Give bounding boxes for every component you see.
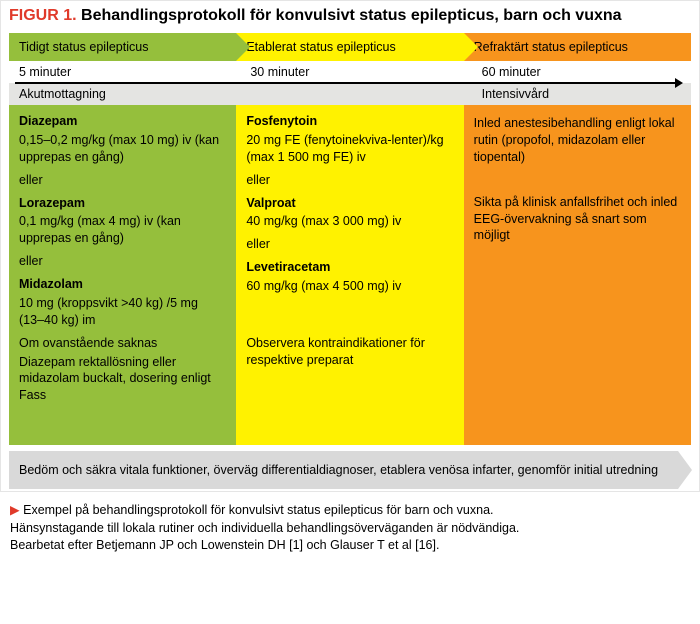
time-5min: 5 minuter — [9, 65, 228, 79]
drug-valproate: Valproat — [246, 195, 453, 212]
stage-early-label: Tidigt status epilepticus — [19, 40, 148, 54]
assess-bar: Bedöm och säkra vitala funktioner, överv… — [9, 451, 691, 489]
time-60min: 60 minuter — [460, 65, 691, 79]
setting-er: Akutmottagning — [9, 87, 228, 101]
dose-lorazepam: 0,1 mg/kg (max 4 mg) iv (kan upprepas en… — [19, 213, 226, 247]
drug-diazepam: Diazepam — [19, 113, 226, 130]
dose-diazepam: 0,15–0,2 mg/kg (max 10 mg) iv (kan uppre… — [19, 132, 226, 166]
assess-text: Bedöm och säkra vitala funktioner, överv… — [9, 463, 691, 477]
time-30min: 30 minuter — [228, 65, 459, 79]
note-missing: Om ovanstående saknas — [19, 335, 226, 352]
time-row: 5 minuter 30 minuter 60 minuter — [9, 61, 691, 83]
caption: ▶ Exempel på behandlingsprotokoll för ko… — [10, 502, 690, 555]
note-rectal: Diazepam rektallösning eller midazolam b… — [19, 354, 226, 405]
dose-levetiracetam: 60 mg/kg (max 4 500 mg) iv — [246, 278, 453, 295]
column-early: Diazepam 0,15–0,2 mg/kg (max 10 mg) iv (… — [9, 105, 236, 445]
caption-line1: Exempel på behandlingsprotokoll för konv… — [23, 503, 493, 517]
dose-midazolam: 10 mg (kroppsvikt >40 kg) /5 mg (13–40 k… — [19, 295, 226, 329]
caption-line2: Hänsynstagande till lokala rutiner och i… — [10, 521, 519, 535]
stage-early: Tidigt status epilepticus — [9, 33, 236, 61]
figure: FIGUR 1. Behandlingsprotokoll för konvul… — [0, 0, 700, 492]
or-1b: eller — [246, 172, 453, 189]
note-contra: Observera kontraindikationer för respekt… — [246, 335, 453, 369]
content-row: Diazepam 0,15–0,2 mg/kg (max 10 mg) iv (… — [9, 105, 691, 445]
figure-title-text: Behandlingsprotokoll för konvulsivt stat… — [81, 7, 622, 24]
setting-icu: Intensivvård — [460, 87, 691, 101]
stage-refractory-label: Refraktärt status epilepticus — [474, 40, 628, 54]
stage-refractory: Refraktärt status epilepticus — [464, 33, 691, 61]
text-anesthesia: Inled anestesibehandling enligt lokal ru… — [474, 115, 681, 166]
caption-line3: Bearbetat efter Betjemann JP och Lowenst… — [10, 538, 439, 552]
column-established: Fosfenytoin 20 mg FE (fenytoinekviva-len… — [236, 105, 463, 445]
or-2a: eller — [19, 253, 226, 270]
drug-lorazepam: Lorazepam — [19, 195, 226, 212]
figure-label: FIGUR 1. — [9, 7, 77, 24]
stage-established: Etablerat status epilepticus — [236, 33, 463, 61]
figure-title: FIGUR 1. Behandlingsprotokoll för konvul… — [9, 7, 691, 25]
setting-row: Akutmottagning Intensivvård — [9, 83, 691, 105]
dose-valproate: 40 mg/kg (max 3 000 mg) iv — [246, 213, 453, 230]
timeline-arrow — [15, 82, 681, 84]
dose-fosphenytoin: 20 mg FE (fenytoinekviva-lenter)/kg (max… — [246, 132, 453, 166]
caption-triangle-icon: ▶ — [10, 503, 20, 517]
drug-levetiracetam: Levetiracetam — [246, 259, 453, 276]
stage-header: Tidigt status epilepticus Etablerat stat… — [9, 33, 691, 61]
or-1a: eller — [19, 172, 226, 189]
column-refractory: Inled anestesibehandling enligt lokal ru… — [464, 105, 691, 445]
stage-established-label: Etablerat status epilepticus — [246, 40, 395, 54]
text-eeg: Sikta på klinisk anfallsfrihet och inled… — [474, 194, 681, 245]
drug-fosphenytoin: Fosfenytoin — [246, 113, 453, 130]
or-2b: eller — [246, 236, 453, 253]
drug-midazolam: Midazolam — [19, 276, 226, 293]
